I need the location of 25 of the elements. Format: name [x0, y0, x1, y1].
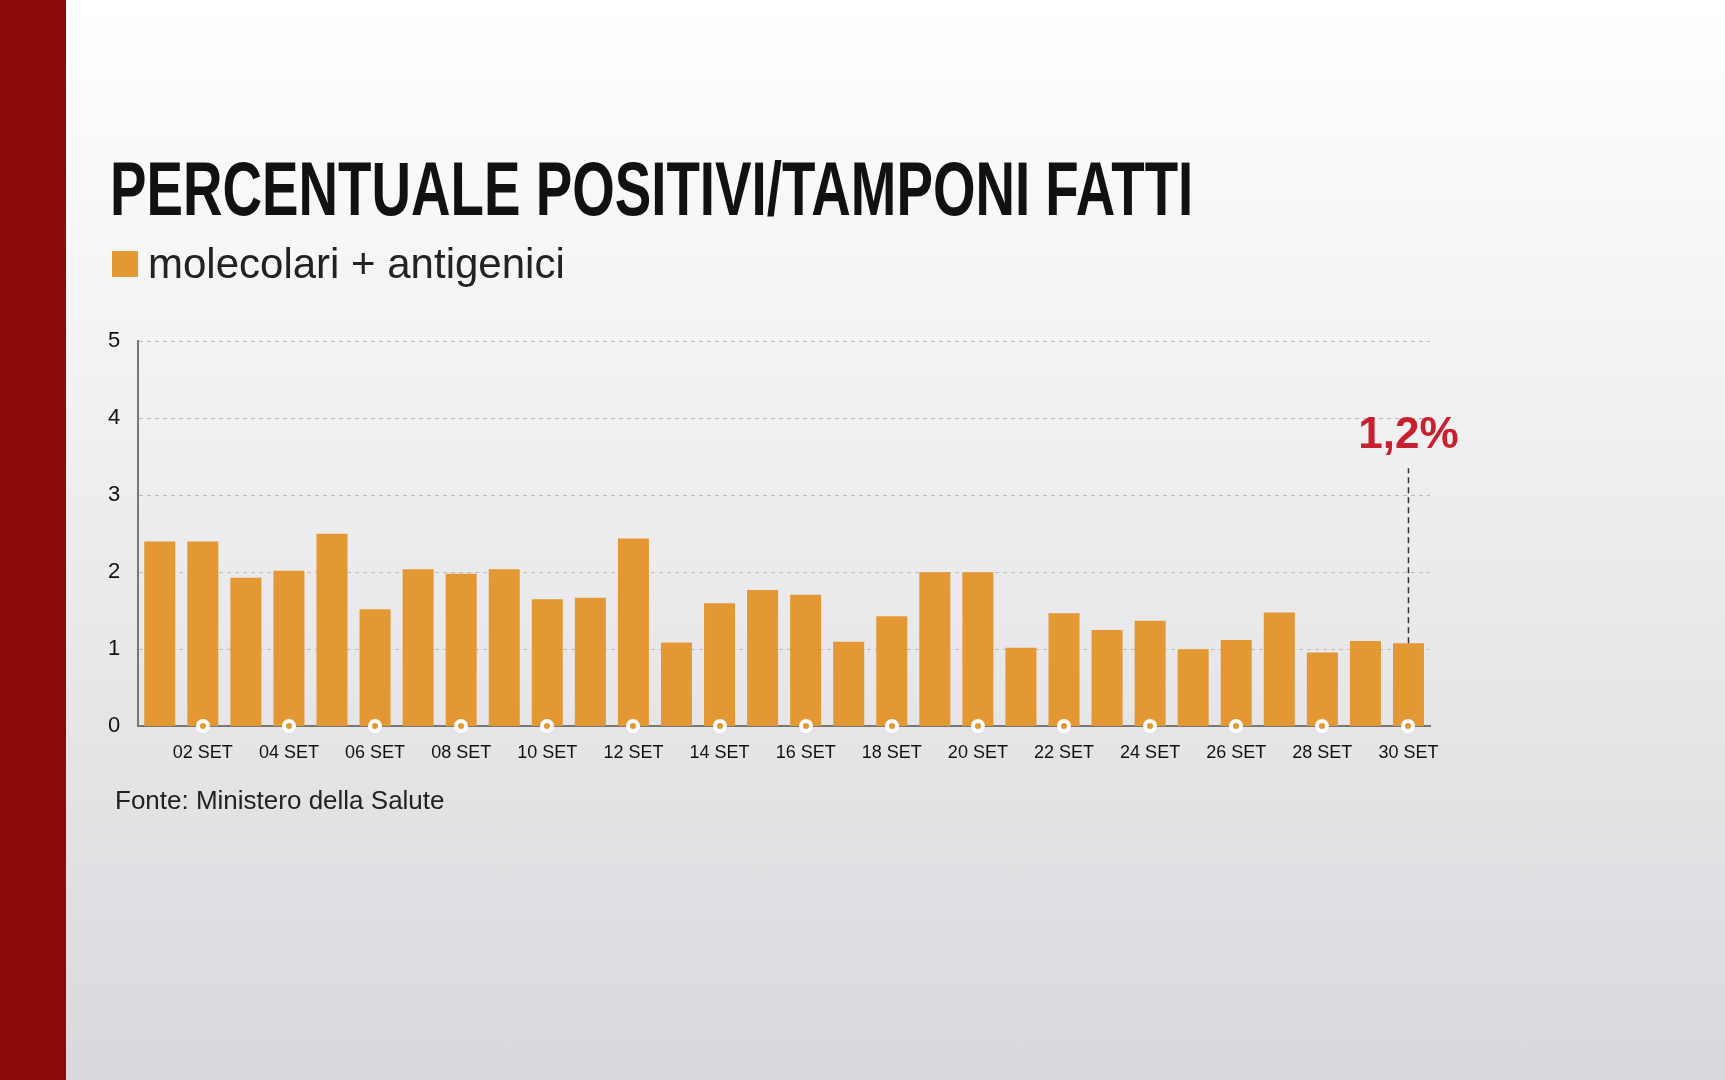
x-tick-label: 10 SET: [517, 742, 578, 763]
x-tick-label: 04 SET: [258, 742, 319, 763]
legend-label: molecolari + antigenici: [148, 240, 565, 288]
y-tick-label: 1: [107, 635, 121, 661]
y-tick-label: 2: [107, 558, 121, 584]
x-tick-label: 16 SET: [775, 742, 836, 763]
source-note: Fonte: Ministero della Salute: [115, 785, 445, 816]
x-tick-label: 14 SET: [689, 742, 750, 763]
y-tick-label: 5: [107, 327, 121, 353]
y-tick-label: 4: [107, 404, 121, 430]
chart-title: PERCENTUALE POSITIVI/TAMPONI FATTI: [110, 145, 1194, 232]
x-tick-label: 02 SET: [172, 742, 233, 763]
y-tick-label: 3: [107, 481, 121, 507]
annotation: 1,2%: [1358, 408, 1459, 458]
x-tick-label: 28 SET: [1292, 742, 1353, 763]
x-tick-label: 22 SET: [1033, 742, 1095, 763]
x-tick-label: 20 SET: [947, 742, 1008, 763]
x-tick-label: 24 SET: [1120, 742, 1181, 763]
x-tick-label: 30 SET: [1378, 742, 1439, 763]
x-tick-label: 26 SET: [1206, 742, 1267, 763]
y-tick-label: 0: [107, 712, 121, 738]
x-tick-label: 12 SET: [603, 742, 664, 763]
x-tick-label: 06 SET: [345, 742, 406, 763]
x-tick-label: 18 SET: [861, 742, 922, 763]
x-tick-label: 08 SET: [431, 742, 492, 763]
